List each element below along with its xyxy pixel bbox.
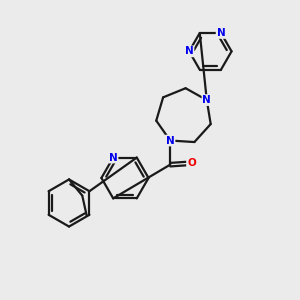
- Text: N: N: [166, 136, 175, 146]
- Text: N: N: [217, 28, 225, 38]
- Text: N: N: [185, 46, 194, 56]
- Text: N: N: [202, 95, 211, 105]
- Text: O: O: [187, 158, 196, 168]
- Text: N: N: [109, 153, 118, 163]
